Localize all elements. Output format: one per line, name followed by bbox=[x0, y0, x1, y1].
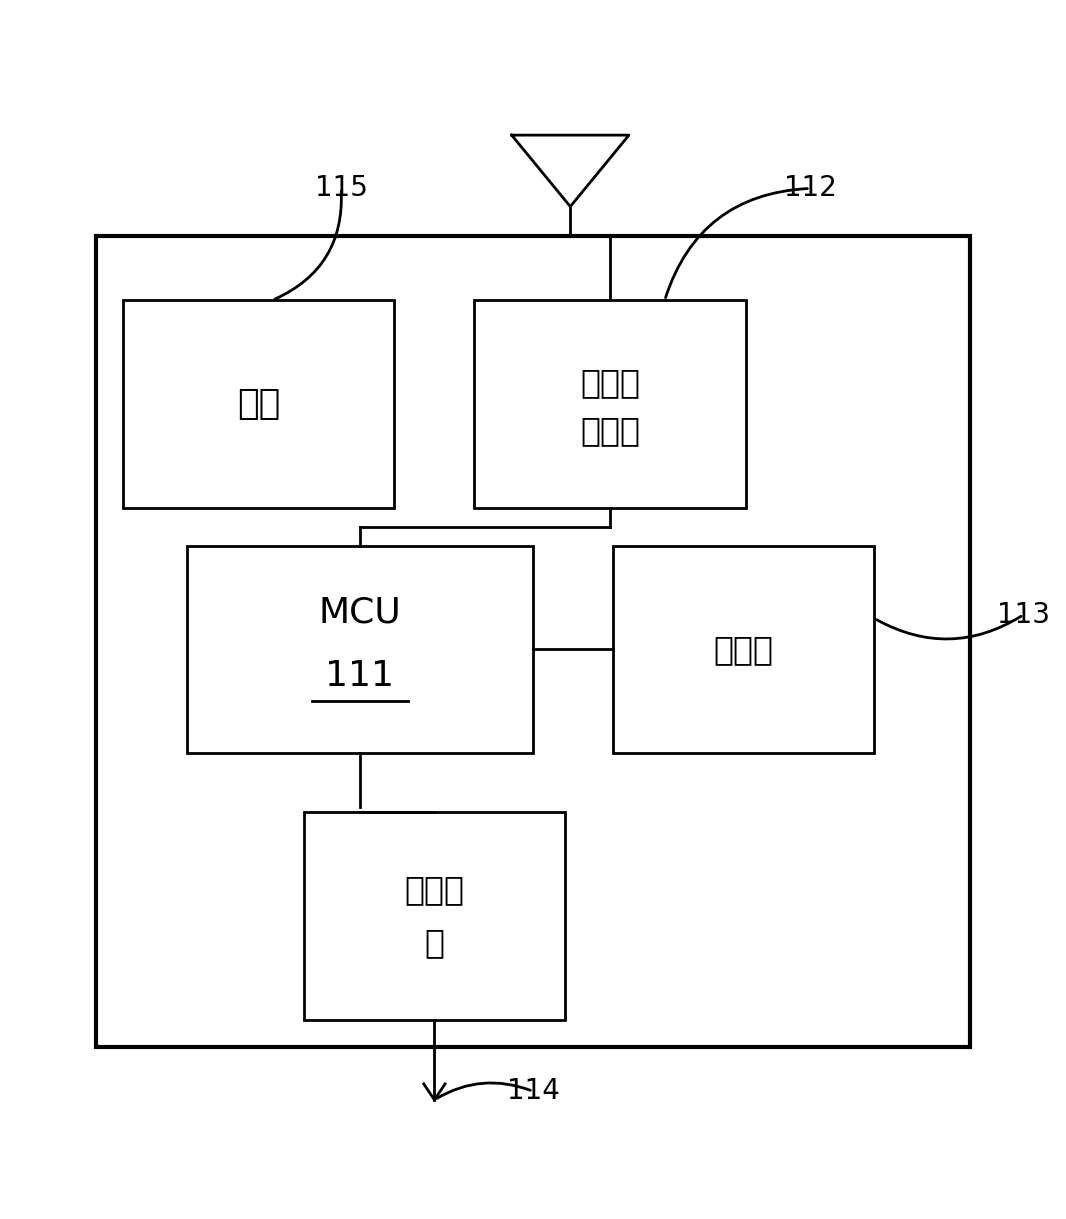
Bar bbox=[96, 236, 970, 1047]
Bar bbox=[613, 546, 874, 753]
Text: 通信模: 通信模 bbox=[404, 873, 465, 906]
Text: 111: 111 bbox=[325, 659, 394, 694]
Text: 存储器: 存储器 bbox=[713, 633, 774, 666]
Bar bbox=[304, 812, 565, 1020]
Text: 113: 113 bbox=[997, 601, 1050, 629]
Bar bbox=[474, 300, 746, 508]
Text: 射频接: 射频接 bbox=[580, 367, 641, 400]
Text: MCU: MCU bbox=[319, 595, 401, 629]
Text: 收模块: 收模块 bbox=[580, 414, 641, 447]
Bar bbox=[123, 300, 394, 508]
Text: 电源: 电源 bbox=[237, 388, 280, 422]
Text: 112: 112 bbox=[784, 174, 837, 202]
Text: 块: 块 bbox=[424, 926, 445, 959]
Text: 115: 115 bbox=[314, 174, 368, 202]
Bar bbox=[187, 546, 533, 753]
Text: 114: 114 bbox=[506, 1078, 560, 1106]
